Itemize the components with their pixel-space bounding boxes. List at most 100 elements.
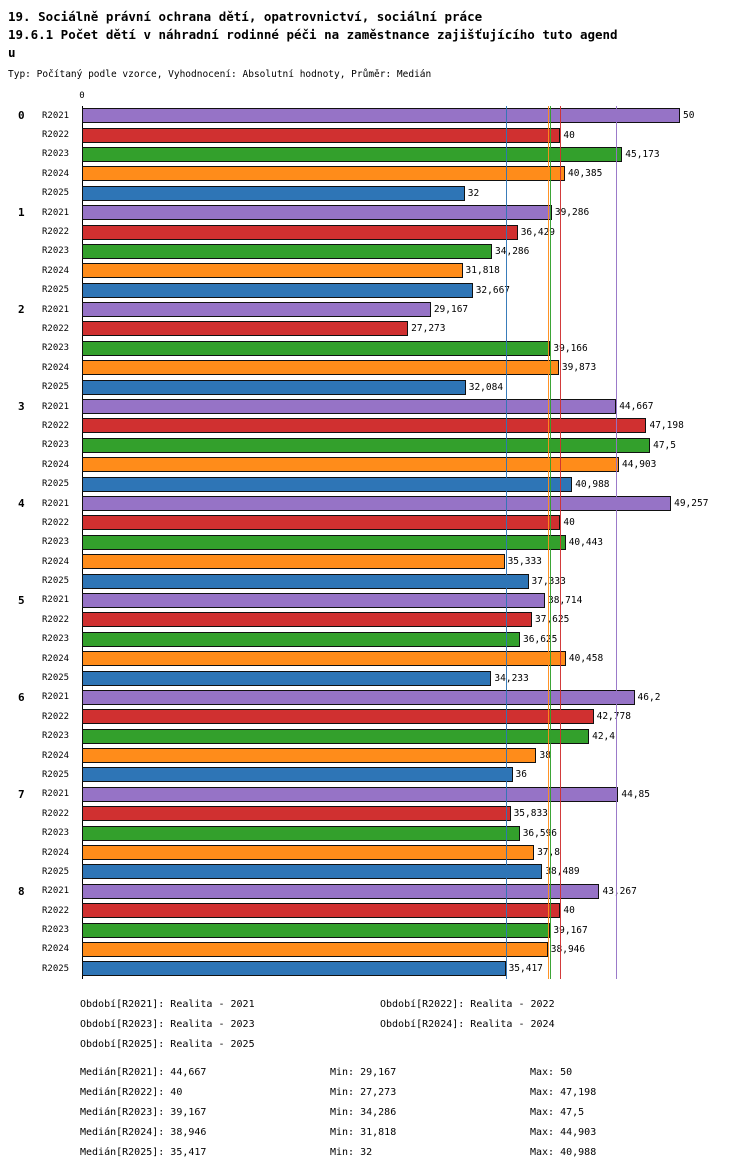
chart-row: R2024 38,946 bbox=[8, 940, 742, 959]
value-label: 36,625 bbox=[523, 633, 558, 645]
value-label: 44,85 bbox=[621, 788, 650, 800]
stat-max-r2023: Max: 47,5 bbox=[530, 1106, 585, 1118]
stat-max-r2024: Max: 44,903 bbox=[530, 1126, 597, 1138]
value-label: 36,429 bbox=[520, 226, 556, 238]
bar-track: 40,988 bbox=[82, 474, 742, 493]
bar-r2021 bbox=[82, 689, 635, 705]
series-label: R2022 bbox=[42, 711, 70, 722]
chart-row: 7 R2021 44,85 bbox=[8, 785, 742, 804]
series-label: R2022 bbox=[42, 614, 70, 625]
bar-track: 38,489 bbox=[82, 862, 742, 881]
bar-track: 49,257 bbox=[82, 494, 742, 513]
bar-r2024 bbox=[82, 360, 559, 376]
bar-track: 39,286 bbox=[82, 203, 742, 222]
series-label: R2023 bbox=[42, 537, 70, 548]
value-label: 42,778 bbox=[596, 711, 631, 723]
median-line-r2023 bbox=[550, 106, 552, 979]
bar-track: 42,778 bbox=[82, 707, 742, 726]
stat-min-r2024: Min: 31,818 bbox=[330, 1126, 397, 1138]
value-label: 42,4 bbox=[592, 730, 615, 742]
value-label: 40,458 bbox=[568, 653, 604, 665]
bar-track: 42,4 bbox=[82, 727, 742, 746]
value-label: 39,286 bbox=[554, 207, 590, 219]
legend-item-r2025: Období[R2025]: Realita - 2025 bbox=[80, 1038, 255, 1050]
bar-r2021 bbox=[82, 302, 431, 318]
chart-row: R2022 42,778 bbox=[8, 707, 742, 726]
value-label: 38 bbox=[539, 750, 551, 762]
chart-row: R2025 36 bbox=[8, 765, 742, 784]
chart-row: R2025 40,988 bbox=[8, 474, 742, 493]
chart-row: R2025 32,667 bbox=[8, 281, 742, 300]
value-label: 32 bbox=[467, 187, 480, 199]
bar-r2021 bbox=[82, 592, 546, 608]
chart-row: R2023 47,5 bbox=[8, 436, 742, 455]
bar-r2023 bbox=[82, 146, 623, 162]
group-label: 5 bbox=[18, 593, 25, 607]
stat-max-r2025: Max: 40,988 bbox=[530, 1146, 597, 1158]
chart-row: R2024 35,333 bbox=[8, 552, 742, 571]
value-label: 38,489 bbox=[545, 866, 580, 878]
series-label: R2025 bbox=[42, 673, 70, 684]
series-label: R2025 bbox=[42, 479, 70, 490]
series-label: R2025 bbox=[42, 769, 70, 780]
bar-r2022 bbox=[82, 321, 409, 337]
series-label: R2025 bbox=[42, 576, 70, 587]
stat-min-r2023: Min: 34,286 bbox=[330, 1106, 397, 1118]
bar-r2022 bbox=[82, 127, 561, 143]
series-label: R2023 bbox=[42, 149, 70, 160]
chart-row: R2025 35,417 bbox=[8, 959, 742, 978]
value-label: 38,946 bbox=[550, 943, 586, 955]
series-label: R2024 bbox=[42, 653, 70, 664]
bar-track: 36,596 bbox=[82, 823, 742, 842]
bar-r2025 bbox=[82, 476, 573, 492]
series-label: R2024 bbox=[42, 168, 70, 179]
bar-track: 35,833 bbox=[82, 804, 742, 823]
bar-r2024 bbox=[82, 457, 620, 473]
value-label: 36,596 bbox=[522, 827, 558, 839]
chart-row: R2025 32,084 bbox=[8, 377, 742, 396]
chart-row: R2023 36,625 bbox=[8, 630, 742, 649]
series-label: R2022 bbox=[42, 420, 70, 431]
chart-row: R2025 37,333 bbox=[8, 571, 742, 590]
bar-r2024 bbox=[82, 263, 463, 279]
legend: Období[R2021]: Realita - 2021 Období[R20… bbox=[80, 995, 742, 1055]
bar-r2025 bbox=[82, 282, 473, 298]
value-label: 36 bbox=[515, 769, 527, 781]
bar-r2022 bbox=[82, 224, 518, 240]
value-label: 29,167 bbox=[433, 304, 469, 316]
median-line-r2021 bbox=[616, 106, 618, 979]
legend-item-r2023: Období[R2023]: Realita - 2023 bbox=[80, 1018, 255, 1030]
series-label: R2025 bbox=[42, 188, 70, 199]
chart-row: R2022 36,429 bbox=[8, 222, 742, 241]
value-label: 44,667 bbox=[619, 401, 654, 413]
chart-row: 6 R2021 46,2 bbox=[8, 688, 742, 707]
series-label: R2023 bbox=[42, 828, 70, 839]
chart-plot-area: 0 R2021 50 R2022 40 R2023 45,173 R2024 40,385 R20… bbox=[8, 106, 742, 979]
value-label: 43,267 bbox=[602, 885, 637, 897]
chart-row: R2023 34,286 bbox=[8, 242, 742, 261]
series-label: R2024 bbox=[42, 750, 70, 761]
chart-row: 4 R2021 49,257 bbox=[8, 494, 742, 513]
bar-r2022 bbox=[82, 418, 647, 434]
value-label: 32,667 bbox=[475, 284, 511, 296]
chart-row: 0 R2021 50 bbox=[8, 106, 742, 125]
bar-r2023 bbox=[82, 728, 590, 744]
value-label: 40 bbox=[563, 905, 575, 917]
chart-row: R2025 34,233 bbox=[8, 668, 742, 687]
chart-row: R2024 37,8 bbox=[8, 843, 742, 862]
chart-row: R2024 31,818 bbox=[8, 261, 742, 280]
bar-r2021 bbox=[82, 205, 552, 221]
stat-min-r2021: Min: 29,167 bbox=[330, 1066, 397, 1078]
value-label: 47,5 bbox=[653, 439, 676, 451]
group-label: 1 bbox=[18, 206, 25, 220]
bar-track: 32,667 bbox=[82, 281, 742, 300]
chart-row: R2022 27,273 bbox=[8, 319, 742, 338]
legend-item-r2024: Období[R2024]: Realita - 2024 bbox=[380, 1018, 555, 1030]
series-label: R2024 bbox=[42, 847, 70, 858]
bar-track: 40,385 bbox=[82, 164, 742, 183]
bar-r2025 bbox=[82, 379, 466, 395]
value-label: 45,173 bbox=[625, 148, 660, 160]
bar-track: 39,166 bbox=[82, 339, 742, 358]
stats-table: Medián[R2021]: 44,667 Min: 29,167 Max: 5… bbox=[80, 1063, 742, 1163]
series-label: R2022 bbox=[42, 323, 70, 334]
